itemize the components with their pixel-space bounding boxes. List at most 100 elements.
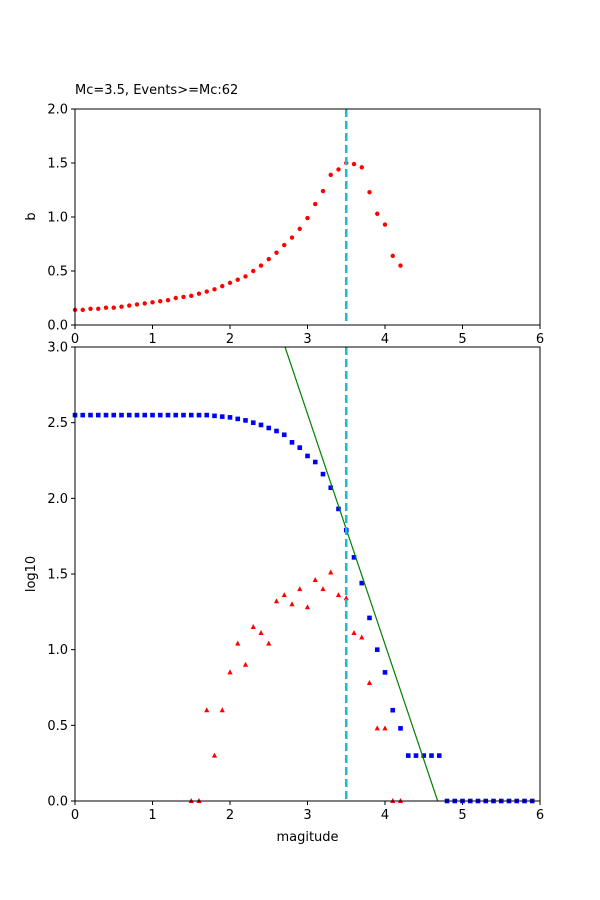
- bottom-panel-log10: log10 magitude 0 1 2 3 4 5 6 0.0 0.5 1.0 1.5 2.0 2.5…: [24, 341, 544, 846]
- x-tick-label: 4: [381, 332, 389, 347]
- y-tick-label: 0.0: [47, 795, 68, 810]
- data-point: [367, 189, 372, 195]
- cumulative-count-point: [219, 414, 225, 419]
- cumulative-count-point: [111, 412, 117, 418]
- data-point: [150, 300, 155, 305]
- cumulative-count-point: [235, 416, 241, 422]
- data-point: [173, 295, 178, 301]
- data-point: [320, 188, 326, 194]
- cumulative-count-point: [250, 420, 256, 425]
- gr-fit-line: [284, 346, 439, 802]
- noncumulative-count-point: [359, 634, 365, 640]
- data-point: [274, 250, 279, 255]
- x-tick-label: 6: [536, 808, 544, 823]
- data-point: [297, 226, 302, 232]
- data-point: [165, 297, 171, 303]
- x-tick-label: 5: [458, 808, 466, 823]
- data-point: [258, 263, 264, 268]
- cumulative-count-point: [126, 412, 132, 418]
- data-point: [88, 306, 93, 311]
- data-point: [196, 291, 202, 296]
- cumulative-count-point: [281, 432, 287, 438]
- y-tick-label: 1.0: [47, 211, 68, 226]
- data-point: [96, 306, 101, 311]
- noncumulative-count-point: [227, 669, 233, 675]
- data-point: [359, 165, 364, 170]
- data-point: [243, 274, 248, 279]
- cumulative-count-point: [88, 412, 93, 418]
- cumulative-count-point: [243, 418, 248, 423]
- x-tick-label: 2: [226, 332, 234, 347]
- noncumulative-count-point: [211, 752, 218, 758]
- y-tick-label: 0.5: [47, 265, 68, 280]
- y-tick-label: 0.5: [47, 719, 68, 734]
- y-tick-label: 1.5: [47, 157, 68, 172]
- cumulative-count-point: [398, 726, 403, 731]
- data-point: [142, 301, 147, 306]
- cumulative-count-point: [188, 412, 194, 418]
- cumulative-count-point: [258, 422, 264, 428]
- x-tick-label: 2: [226, 808, 234, 823]
- x-tick-label: 0: [71, 808, 79, 823]
- top-panel-b-value: Mc=3.5, Events>=Mc:62 b 0 1 2 3 4 5 6 0.0 0.5 1.0…: [24, 83, 544, 347]
- noncumulative-count-point: [304, 604, 311, 610]
- cumulative-count-point: [204, 412, 210, 418]
- x-tick-label: 1: [148, 808, 156, 823]
- noncumulative-count-point: [204, 707, 210, 713]
- cumulative-count-point: [320, 471, 326, 477]
- data-point: [336, 167, 341, 172]
- data-point: [212, 287, 217, 292]
- data-point: [204, 289, 209, 294]
- bottom-panel-ylabel: log10: [24, 556, 39, 592]
- data-point: [375, 211, 380, 216]
- cumulative-count-point: [80, 412, 86, 418]
- noncumulative-count-point: [219, 707, 225, 713]
- x-tick-label: 0: [71, 332, 79, 347]
- data-point: [189, 293, 194, 299]
- cumulative-count-point: [157, 412, 163, 418]
- y-tick-label: 2.5: [47, 416, 68, 431]
- x-tick-label: 4: [381, 808, 389, 823]
- data-point: [289, 235, 295, 240]
- y-tick-label: 3.0: [47, 341, 68, 356]
- data-point: [305, 215, 310, 221]
- cumulative-count-point: [103, 412, 109, 418]
- cumulative-count-point: [95, 412, 101, 418]
- y-tick-label: 2.0: [47, 492, 68, 507]
- x-tick-label: 3: [303, 808, 311, 823]
- x-tick-label: 5: [458, 332, 466, 347]
- data-point: [220, 283, 225, 289]
- data-point: [158, 299, 163, 304]
- cumulative-count-point: [297, 445, 303, 450]
- cumulative-count-point: [336, 506, 341, 512]
- cumulative-count-point: [173, 412, 179, 418]
- data-point: [251, 268, 256, 274]
- cumulative-count-point: [367, 615, 372, 621]
- cumulative-count-point: [429, 753, 434, 758]
- top-panel-title: Mc=3.5, Events>=Mc:62: [75, 83, 238, 98]
- data-point: [103, 305, 109, 310]
- top-panel-ylabel: b: [24, 212, 39, 220]
- data-point: [134, 302, 140, 307]
- bottom-panel-ticks: 0 1 2 3 4 5 6 0.0 0.5 1.0 1.5 2.0 2.5 3.0: [47, 341, 544, 824]
- data-point: [398, 263, 403, 268]
- data-point: [127, 303, 132, 308]
- top-panel-marks: [72, 109, 403, 325]
- data-point: [313, 201, 318, 207]
- x-tick-label: 1: [148, 332, 156, 347]
- cumulative-count-point: [196, 412, 202, 418]
- cumulative-count-point: [382, 670, 388, 675]
- y-tick-label: 1.0: [47, 643, 68, 658]
- y-tick-label: 1.5: [47, 568, 68, 583]
- data-point: [282, 242, 287, 248]
- cumulative-count-point: [351, 555, 357, 560]
- cumulative-count-point: [165, 412, 171, 418]
- cumulative-count-point: [266, 425, 272, 431]
- noncumulative-count-point: [250, 623, 256, 629]
- cumulative-count-point: [328, 485, 334, 491]
- data-point: [390, 253, 395, 259]
- data-point: [235, 277, 240, 282]
- y-tick-label: 0.0: [47, 319, 68, 334]
- data-point: [227, 280, 233, 286]
